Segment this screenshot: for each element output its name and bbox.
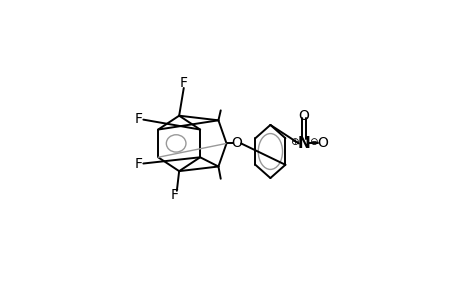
Text: O: O xyxy=(231,136,242,150)
Text: O: O xyxy=(316,136,327,150)
Text: ⊕: ⊕ xyxy=(289,136,298,147)
Text: O: O xyxy=(298,109,308,123)
Text: F: F xyxy=(170,188,178,203)
Text: ⊖: ⊖ xyxy=(308,136,317,147)
Text: F: F xyxy=(134,112,142,126)
Text: N: N xyxy=(297,136,310,151)
Text: F: F xyxy=(179,76,187,90)
Text: F: F xyxy=(134,157,142,171)
